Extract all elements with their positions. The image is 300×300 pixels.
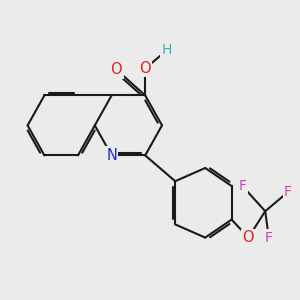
Text: O: O (140, 61, 151, 76)
Text: N: N (106, 148, 117, 163)
Text: F: F (265, 231, 273, 244)
Text: F: F (284, 185, 292, 199)
Text: H: H (162, 44, 172, 57)
Text: F: F (238, 179, 246, 193)
Text: O: O (243, 230, 254, 245)
Text: O: O (111, 62, 122, 77)
